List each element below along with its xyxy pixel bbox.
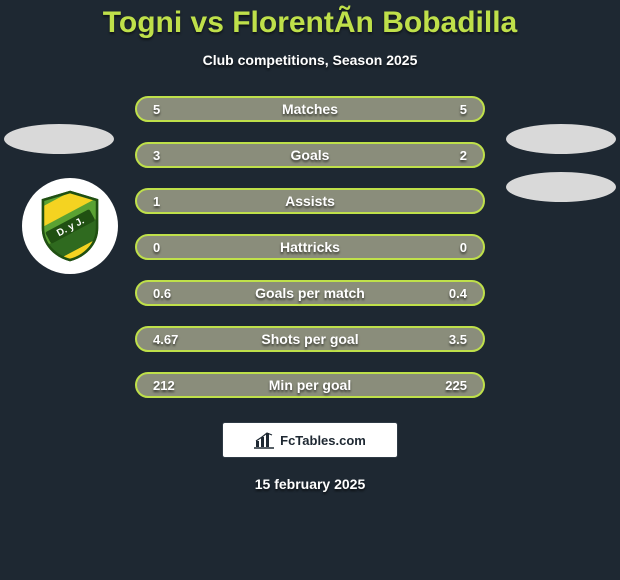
stat-left-value: 0.6 (153, 286, 171, 301)
stat-row: 4.67 Shots per goal 3.5 (135, 326, 485, 352)
subtitle: Club competitions, Season 2025 (203, 52, 418, 68)
stat-right-value: 3.5 (449, 332, 467, 347)
stats-table: 5 Matches 5 3 Goals 2 1 Assists 0 Hattri… (135, 96, 485, 398)
player-photo-placeholder-right-2 (506, 172, 616, 202)
stat-label: Hattricks (137, 239, 483, 255)
stat-row: 0.6 Goals per match 0.4 (135, 280, 485, 306)
player-photo-placeholder-left (4, 124, 114, 154)
date: 15 february 2025 (255, 476, 366, 492)
stat-label: Matches (137, 101, 483, 117)
stat-left-value: 5 (153, 102, 160, 117)
page-title: Togni vs FlorentÃ­n Bobadilla (103, 6, 517, 40)
stat-label: Shots per goal (137, 331, 483, 347)
stat-row: 1 Assists (135, 188, 485, 214)
player-photo-placeholder-right-1 (506, 124, 616, 154)
stat-right-value: 225 (445, 378, 467, 393)
stat-right-value: 0.4 (449, 286, 467, 301)
club-logo: D. y J. (22, 178, 118, 274)
stat-right-value: 2 (460, 148, 467, 163)
stat-row: 3 Goals 2 (135, 142, 485, 168)
stat-left-value: 212 (153, 378, 175, 393)
stat-label: Assists (137, 193, 483, 209)
stat-row: 0 Hattricks 0 (135, 234, 485, 260)
stat-left-value: 4.67 (153, 332, 178, 347)
stat-right-value: 5 (460, 102, 467, 117)
shield-icon: D. y J. (39, 190, 101, 262)
stat-left-value: 0 (153, 240, 160, 255)
watermark-text: FcTables.com (280, 433, 366, 448)
stat-label: Goals (137, 147, 483, 163)
stat-row: 5 Matches 5 (135, 96, 485, 122)
stat-label: Goals per match (137, 285, 483, 301)
bar-chart-icon (254, 431, 274, 449)
stat-row: 212 Min per goal 225 (135, 372, 485, 398)
stat-label: Min per goal (137, 377, 483, 393)
stat-left-value: 1 (153, 194, 160, 209)
stat-left-value: 3 (153, 148, 160, 163)
stat-right-value: 0 (460, 240, 467, 255)
watermark: FcTables.com (222, 422, 398, 458)
